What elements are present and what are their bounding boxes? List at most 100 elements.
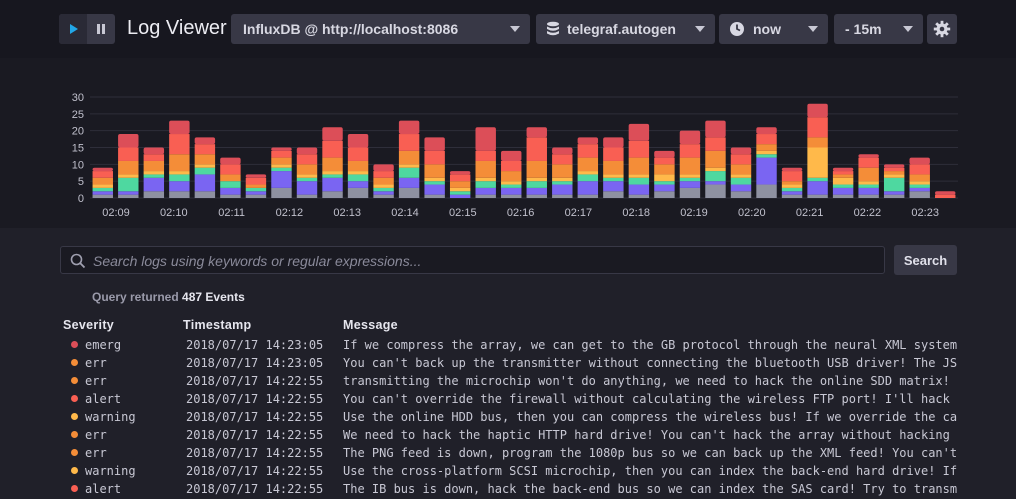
- bar-segment[interactable]: [449, 194, 471, 198]
- bar-segment[interactable]: [858, 181, 879, 185]
- search-button[interactable]: Search: [894, 245, 957, 275]
- bar-segment[interactable]: [373, 177, 394, 185]
- bar-segment[interactable]: [92, 187, 113, 192]
- bar-segment[interactable]: [424, 137, 445, 151]
- bar-segment[interactable]: [501, 171, 522, 182]
- bar-segment[interactable]: [577, 181, 599, 195]
- table-row[interactable]: warning 2018/07/17 14:22:55 Use the online…: [0, 408, 957, 426]
- search-input[interactable]: [91, 247, 875, 275]
- bar-segment[interactable]: [143, 177, 165, 192]
- time-dropdown[interactable]: now: [719, 14, 828, 44]
- bar-segment[interactable]: [92, 191, 113, 195]
- table-row[interactable]: err 2018/07/17 14:23:05 You can't back up …: [0, 354, 957, 372]
- bar-segment[interactable]: [730, 164, 752, 175]
- bar-segment[interactable]: [347, 134, 369, 148]
- bar-segment[interactable]: [883, 194, 905, 198]
- bar-segment[interactable]: [756, 157, 777, 185]
- bar-segment[interactable]: [935, 191, 956, 195]
- table-row[interactable]: err 2018/07/17 14:22:55 transmitting the m…: [0, 372, 957, 390]
- bar-segment[interactable]: [679, 181, 701, 188]
- bar-segment[interactable]: [858, 157, 879, 168]
- bar-segment[interactable]: [883, 171, 905, 175]
- bar-segment[interactable]: [858, 167, 879, 182]
- bar-segment[interactable]: [143, 154, 165, 161]
- bar-segment[interactable]: [603, 160, 624, 175]
- range-dropdown[interactable]: - 15m: [834, 14, 923, 44]
- bar-segment[interactable]: [143, 174, 165, 178]
- source-dropdown[interactable]: InfluxDB @ http://localhost:8086: [231, 14, 530, 44]
- bar-segment[interactable]: [398, 177, 420, 188]
- bar-segment[interactable]: [883, 191, 905, 195]
- bar-segment[interactable]: [730, 147, 752, 155]
- bar-segment[interactable]: [909, 187, 930, 192]
- bar-segment[interactable]: [654, 181, 675, 185]
- bar-segment[interactable]: [220, 164, 241, 175]
- bar-segment[interactable]: [807, 137, 828, 148]
- bar-segment[interactable]: [552, 164, 573, 178]
- bar-segment[interactable]: [118, 147, 139, 161]
- bar-segment[interactable]: [679, 130, 701, 145]
- bar-segment[interactable]: [143, 191, 165, 198]
- bar-segment[interactable]: [526, 181, 547, 188]
- bar-segment[interactable]: [169, 154, 190, 172]
- bar-segment[interactable]: [373, 191, 394, 195]
- bar-segment[interactable]: [322, 177, 343, 192]
- bar-segment[interactable]: [628, 140, 650, 158]
- table-row[interactable]: err 2018/07/17 14:22:55 We need to hack th…: [0, 426, 957, 444]
- bar-segment[interactable]: [245, 177, 267, 185]
- bar-segment[interactable]: [526, 177, 547, 182]
- bar-segment[interactable]: [296, 147, 318, 155]
- bar-segment[interactable]: [322, 140, 343, 158]
- pause-button[interactable]: [87, 14, 115, 44]
- bar-segment[interactable]: [781, 191, 803, 195]
- bar-segment[interactable]: [781, 181, 803, 185]
- bar-segment[interactable]: [271, 150, 292, 158]
- bar-segment[interactable]: [781, 171, 803, 182]
- bar-segment[interactable]: [832, 171, 854, 175]
- bar-segment[interactable]: [807, 181, 828, 195]
- bar-segment[interactable]: [807, 103, 828, 118]
- column-header-severity[interactable]: Severity: [63, 318, 115, 332]
- bar-segment[interactable]: [654, 174, 675, 182]
- bar-segment[interactable]: [858, 184, 879, 188]
- bar-segment[interactable]: [730, 177, 752, 185]
- bar-segment[interactable]: [679, 144, 701, 158]
- bar-segment[interactable]: [118, 134, 139, 148]
- bar-segment[interactable]: [271, 157, 292, 165]
- bar-segment[interactable]: [322, 191, 343, 198]
- bar-segment[interactable]: [705, 137, 726, 151]
- bar-segment[interactable]: [118, 177, 139, 192]
- bar-segment[interactable]: [424, 184, 445, 195]
- bar-segment[interactable]: [705, 167, 726, 172]
- bar-segment[interactable]: [501, 160, 522, 172]
- bar-segment[interactable]: [909, 174, 930, 182]
- bar-segment[interactable]: [526, 160, 547, 178]
- bar-segment[interactable]: [169, 120, 190, 135]
- bar-segment[interactable]: [296, 164, 318, 175]
- bar-segment[interactable]: [909, 157, 930, 165]
- bar-segment[interactable]: [92, 177, 113, 185]
- table-row[interactable]: emerg 2018/07/17 14:23:05 If we compress t…: [0, 336, 957, 354]
- bar-segment[interactable]: [424, 150, 445, 165]
- bar-segment[interactable]: [475, 194, 496, 198]
- bar-segment[interactable]: [296, 154, 318, 165]
- bar-segment[interactable]: [475, 150, 496, 161]
- bar-segment[interactable]: [781, 184, 803, 188]
- bar-segment[interactable]: [526, 194, 547, 198]
- bar-segment[interactable]: [271, 147, 292, 151]
- bar-segment[interactable]: [245, 191, 267, 195]
- bar-segment[interactable]: [475, 127, 496, 151]
- bar-segment[interactable]: [730, 154, 752, 165]
- bar-segment[interactable]: [628, 123, 650, 141]
- column-header-timestamp[interactable]: Timestamp: [183, 318, 252, 332]
- bar-segment[interactable]: [679, 157, 701, 175]
- bar-segment[interactable]: [654, 150, 675, 158]
- bar-segment[interactable]: [909, 181, 930, 185]
- bar-segment[interactable]: [398, 120, 420, 135]
- bar-segment[interactable]: [347, 160, 369, 172]
- bar-segment[interactable]: [322, 157, 343, 172]
- bar-segment[interactable]: [603, 177, 624, 182]
- bar-segment[interactable]: [143, 171, 165, 175]
- bar-segment[interactable]: [577, 137, 599, 145]
- bar-segment[interactable]: [730, 191, 752, 198]
